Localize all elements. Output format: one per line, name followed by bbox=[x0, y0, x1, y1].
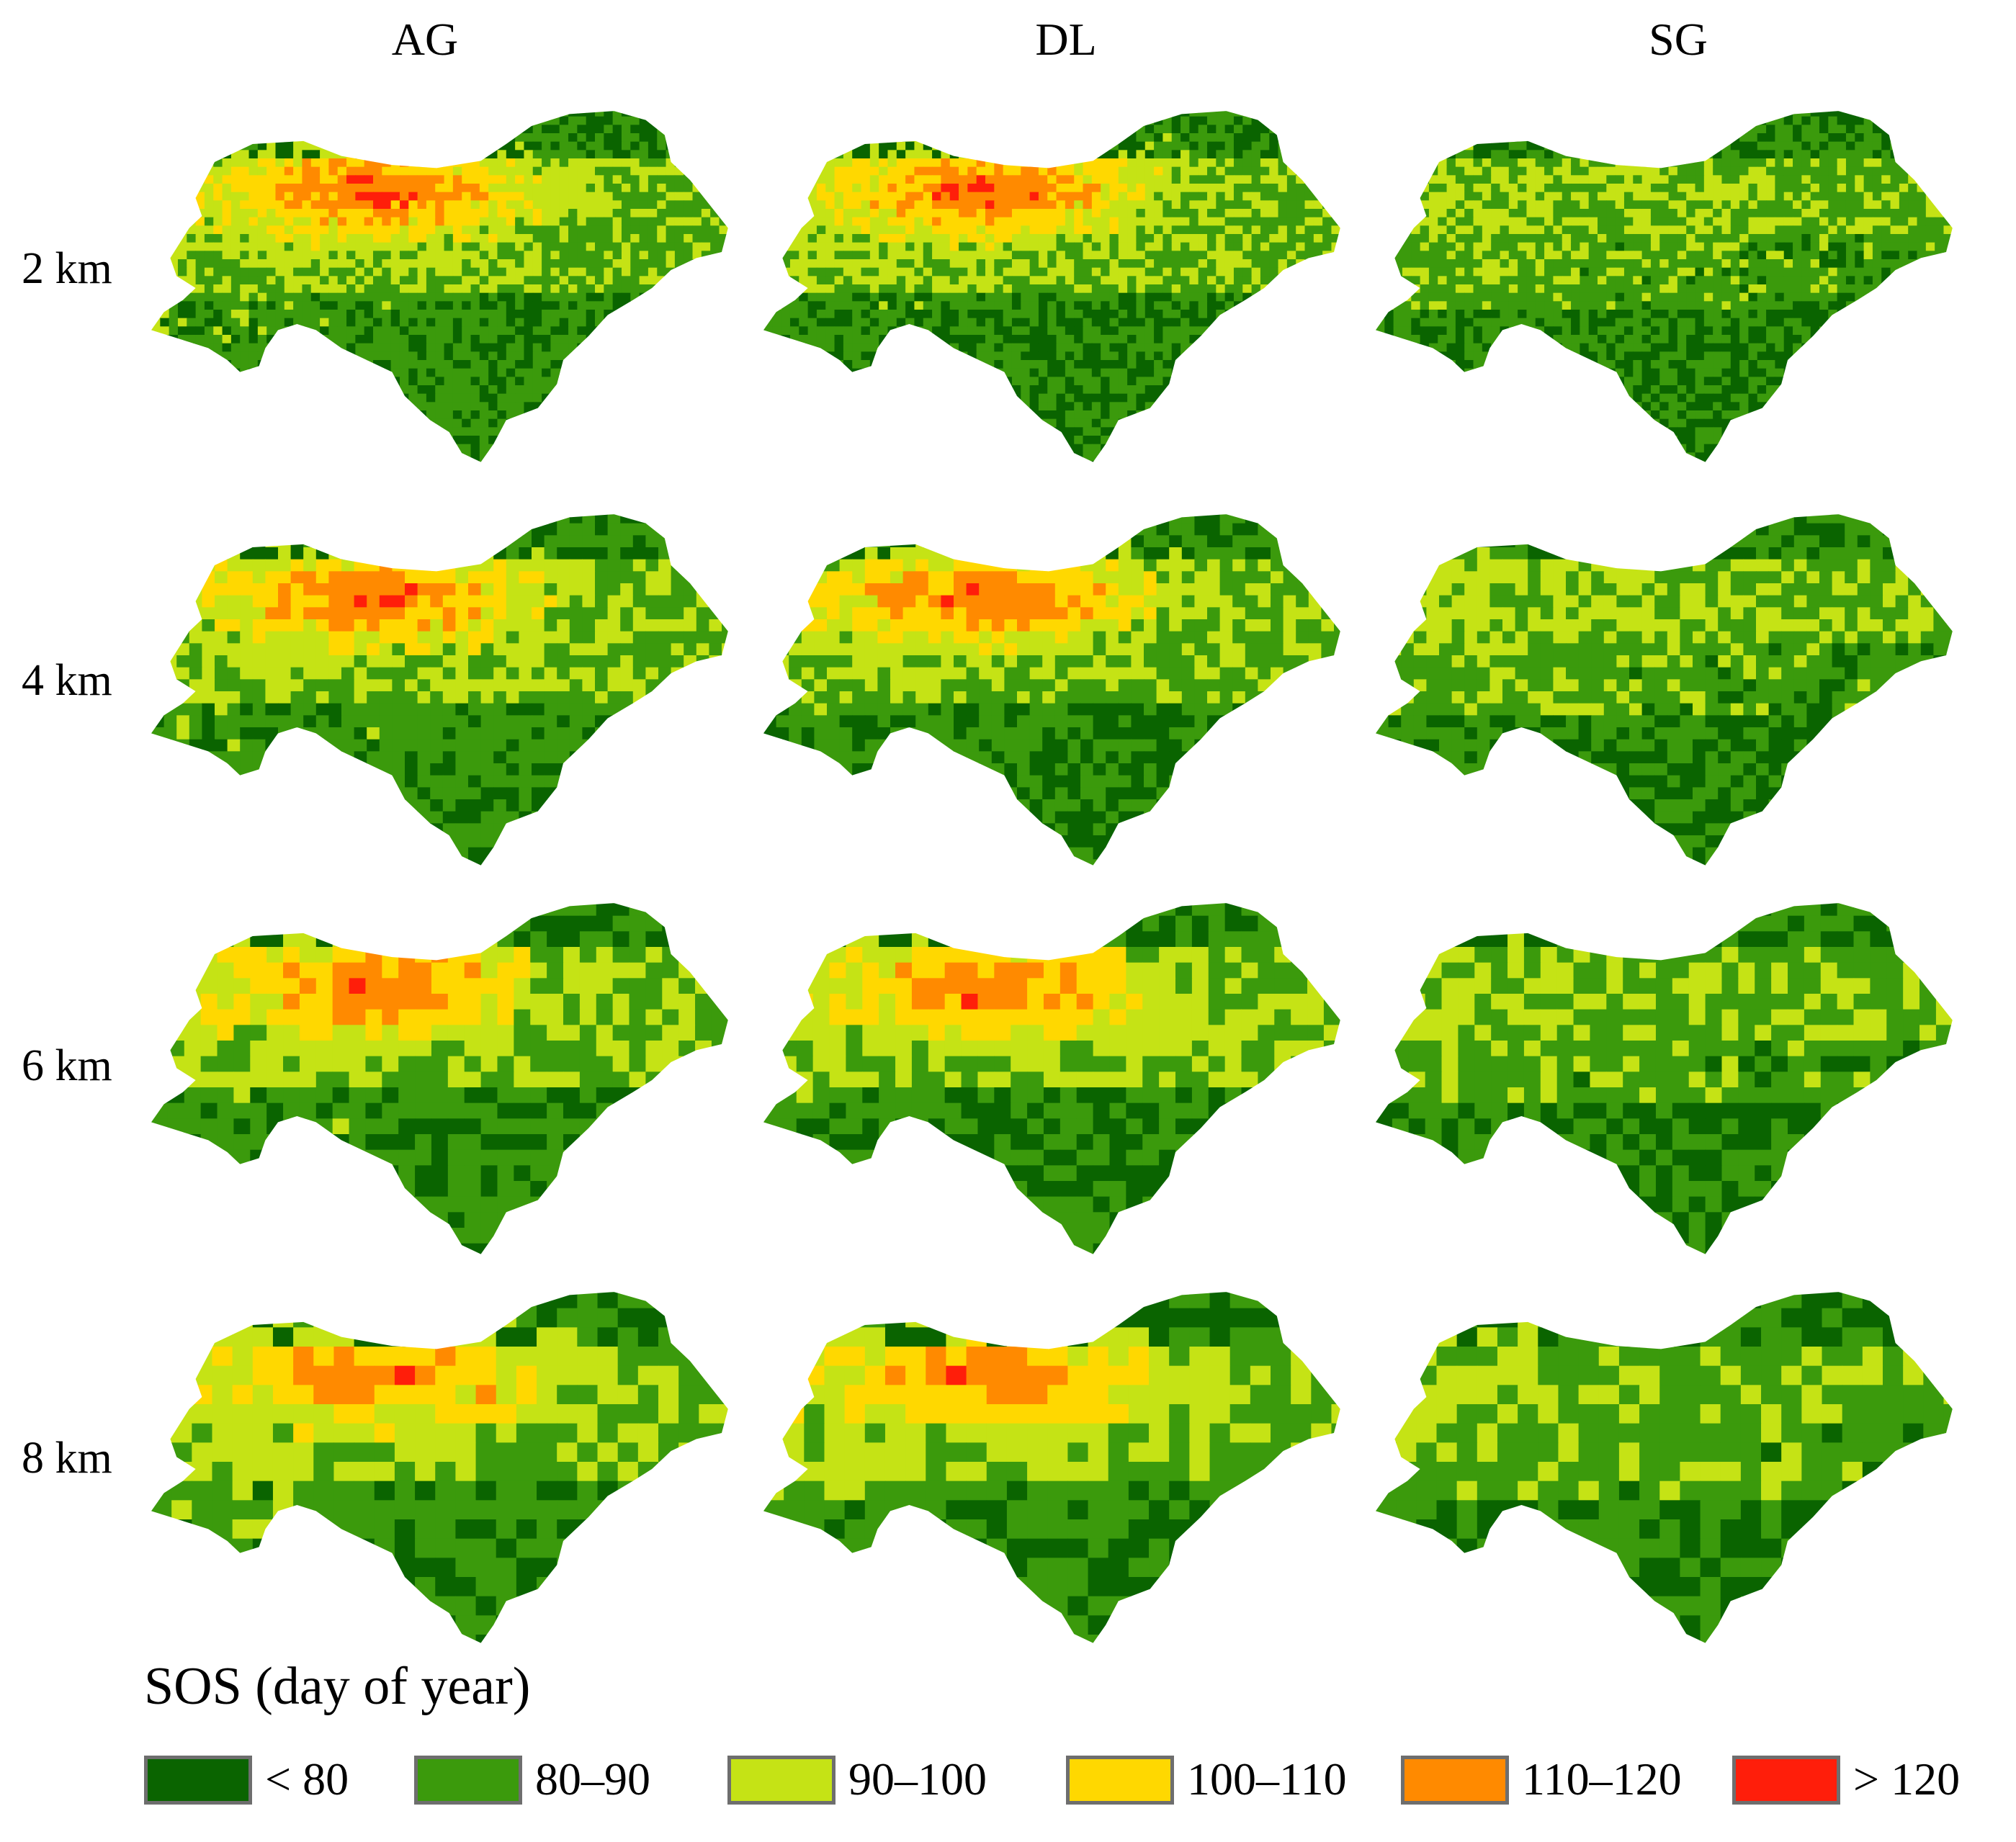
map-cells bbox=[763, 903, 1340, 1254]
map-raster bbox=[1376, 1292, 1953, 1643]
map-cells bbox=[763, 111, 1340, 462]
row-header-6km: 6 km bbox=[22, 1041, 112, 1090]
map-cells bbox=[151, 1292, 728, 1643]
map-cells bbox=[151, 111, 728, 462]
legend-label: 80–90 bbox=[535, 1753, 650, 1805]
map-sg-2km bbox=[1376, 108, 2010, 468]
map-ag-2km bbox=[151, 108, 785, 468]
map-raster bbox=[763, 903, 1340, 1254]
map-raster bbox=[151, 514, 728, 866]
legend-label: 100–110 bbox=[1187, 1753, 1347, 1805]
legend-swatch bbox=[414, 1756, 522, 1805]
map-raster bbox=[151, 903, 728, 1254]
map-sg-8km bbox=[1376, 1289, 2010, 1649]
map-dl-2km bbox=[763, 108, 1397, 468]
map-ag-4km bbox=[151, 511, 785, 871]
legend: < 80 80–90 90–100 100–110 110–120 > 120 bbox=[144, 1750, 1988, 1815]
map-dl-8km bbox=[763, 1289, 1397, 1649]
legend-label: > 120 bbox=[1853, 1753, 1961, 1805]
map-cells bbox=[763, 514, 1340, 866]
legend-label: 90–100 bbox=[848, 1753, 987, 1805]
map-cells bbox=[151, 514, 728, 866]
row-header-4km: 4 km bbox=[22, 656, 112, 705]
map-raster bbox=[763, 514, 1340, 866]
row-header-2km: 2 km bbox=[22, 244, 112, 293]
legend-swatch bbox=[1401, 1756, 1509, 1805]
map-cells bbox=[763, 1292, 1340, 1643]
column-header-dl: DL bbox=[1035, 14, 1097, 65]
legend-swatch bbox=[1732, 1756, 1840, 1805]
map-raster bbox=[763, 1292, 1340, 1643]
map-ag-8km bbox=[151, 1289, 785, 1649]
map-cells bbox=[1376, 514, 1953, 866]
column-header-ag: AG bbox=[391, 14, 459, 65]
map-cells bbox=[151, 903, 728, 1254]
legend-swatch bbox=[1066, 1756, 1174, 1805]
map-raster bbox=[151, 1292, 728, 1643]
map-raster bbox=[763, 111, 1340, 462]
column-header-sg: SG bbox=[1649, 14, 1708, 65]
map-cells bbox=[1376, 903, 1953, 1254]
row-header-8km: 8 km bbox=[22, 1434, 112, 1483]
legend-label: 110–120 bbox=[1522, 1753, 1682, 1805]
map-cells bbox=[1376, 1292, 1953, 1643]
map-raster bbox=[1376, 111, 1953, 462]
map-dl-4km bbox=[763, 511, 1397, 871]
map-raster bbox=[1376, 903, 1953, 1254]
legend-label: < 80 bbox=[265, 1753, 349, 1805]
legend-swatch bbox=[144, 1756, 252, 1805]
map-raster bbox=[1376, 514, 1953, 866]
map-sg-6km bbox=[1376, 900, 2010, 1260]
legend-title: SOS (day of year) bbox=[144, 1657, 531, 1716]
map-sg-4km bbox=[1376, 511, 2010, 871]
map-ag-6km bbox=[151, 900, 785, 1260]
map-cells bbox=[1376, 111, 1953, 462]
map-raster bbox=[151, 111, 728, 462]
map-dl-6km bbox=[763, 900, 1397, 1260]
legend-swatch bbox=[727, 1756, 835, 1805]
